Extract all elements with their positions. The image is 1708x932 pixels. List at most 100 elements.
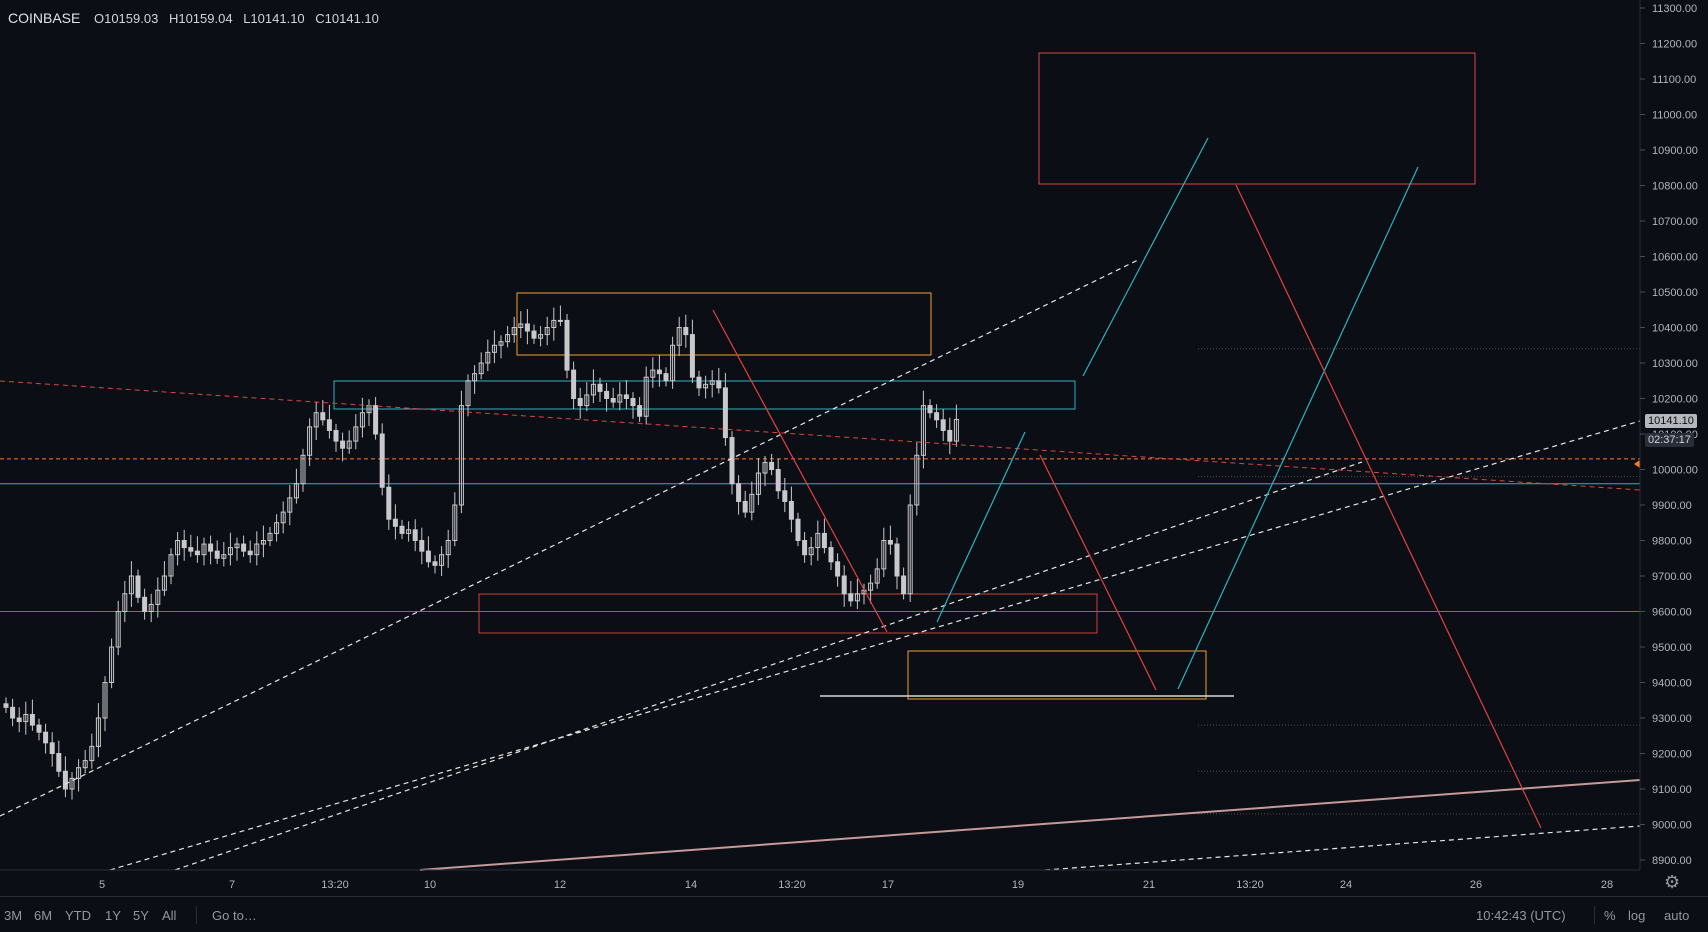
candle-body bbox=[16, 717, 22, 723]
candle-body bbox=[907, 504, 913, 595]
candle-body bbox=[729, 437, 735, 485]
open-value: O10159.03 bbox=[93, 11, 159, 26]
candle-body bbox=[689, 334, 695, 378]
candle-body bbox=[821, 532, 827, 549]
range-5y-button[interactable]: 5Y bbox=[133, 908, 149, 923]
candle-body bbox=[650, 369, 656, 378]
candle-body bbox=[247, 550, 253, 556]
price-tick-label: 11100.00 bbox=[1652, 74, 1696, 86]
candle-body bbox=[914, 454, 920, 506]
symbol-label[interactable]: COINBASE bbox=[8, 10, 81, 26]
candle-body bbox=[472, 373, 478, 382]
utc-clock[interactable]: 10:42:43 (UTC) bbox=[1476, 908, 1566, 923]
red-zone-box bbox=[478, 593, 1098, 634]
teal-projection-line bbox=[1177, 166, 1419, 690]
percent-toggle[interactable]: % bbox=[1604, 908, 1616, 923]
candle-body bbox=[643, 376, 649, 417]
candle-body bbox=[445, 540, 451, 556]
time-tick-label: 13:20 bbox=[1236, 879, 1264, 891]
price-tick-label: 10200.00 bbox=[1652, 394, 1698, 406]
candle-body bbox=[135, 575, 141, 598]
candle-body bbox=[353, 426, 359, 442]
candle-body bbox=[518, 323, 524, 329]
time-tick-label: 13:20 bbox=[778, 879, 806, 891]
candle-body bbox=[399, 525, 405, 534]
candle-body bbox=[340, 440, 346, 449]
price-tick-label: 10000.00 bbox=[1652, 465, 1698, 477]
time-tick-label: 13:20 bbox=[321, 879, 349, 891]
candle-body bbox=[3, 703, 9, 708]
red-projection-line bbox=[1235, 184, 1542, 829]
candle-body bbox=[901, 575, 907, 595]
candle-body bbox=[511, 327, 517, 336]
candle-body bbox=[56, 753, 62, 772]
candle-body bbox=[848, 593, 854, 602]
range-6m-button[interactable]: 6M bbox=[34, 908, 53, 923]
candle-body bbox=[815, 532, 821, 549]
candle-body bbox=[485, 351, 491, 364]
ohlc-header: COINBASE O10159.03 H10159.04 L10141.10 C… bbox=[8, 10, 386, 26]
goto-button[interactable]: Go to… bbox=[212, 908, 257, 923]
candle-body bbox=[69, 777, 75, 790]
range-all-button[interactable]: All bbox=[162, 908, 177, 923]
price-tick-label: 9800.00 bbox=[1652, 536, 1692, 548]
candle-body bbox=[782, 490, 788, 502]
log-toggle[interactable]: log bbox=[1628, 908, 1646, 923]
candle-body bbox=[221, 554, 227, 559]
candle-body bbox=[762, 461, 768, 474]
candle-body bbox=[557, 319, 563, 322]
drawings-layer bbox=[0, 52, 1640, 815]
candle-body bbox=[148, 603, 154, 613]
candle-body bbox=[168, 554, 174, 577]
candle-body bbox=[670, 344, 676, 382]
candle-body bbox=[392, 518, 398, 527]
candle-body bbox=[227, 547, 233, 556]
price-tick-label: 9100.00 bbox=[1652, 784, 1692, 796]
candle-body bbox=[181, 540, 187, 549]
range-1y-button[interactable]: 1Y bbox=[105, 908, 121, 923]
time-axis[interactable]: 5 7 13:20 10 12 14 13:20 17 19 21 13:20 24 26 28 bbox=[0, 869, 1640, 891]
candle-body bbox=[194, 550, 200, 556]
candle-body bbox=[465, 380, 471, 407]
candle-body bbox=[663, 373, 669, 382]
bottom-toolbar: 3M 6M YTD 1Y 5Y All Go to… 10:42:43 (UTC… bbox=[0, 896, 1708, 932]
candle-body bbox=[102, 682, 108, 719]
price-tick-label: 9400.00 bbox=[1652, 678, 1692, 690]
candle-body bbox=[887, 540, 893, 545]
candle-body bbox=[854, 593, 860, 602]
price-tick-label: 10800.00 bbox=[1652, 181, 1698, 193]
candle-body bbox=[676, 327, 682, 346]
candle-body bbox=[769, 461, 775, 470]
dashed-trendline bbox=[109, 420, 1641, 871]
candle-body bbox=[940, 419, 946, 431]
gear-icon[interactable]: ⚙ bbox=[1664, 872, 1681, 892]
candle-body bbox=[36, 724, 42, 733]
long-support-line bbox=[419, 779, 1641, 871]
candle-body bbox=[241, 543, 247, 552]
time-tick-label: 5 bbox=[99, 879, 105, 891]
candle-body bbox=[406, 529, 412, 534]
price-tick-label: 11200.00 bbox=[1652, 39, 1697, 51]
candle-body bbox=[584, 394, 590, 407]
orange-zone-box bbox=[516, 292, 932, 356]
range-3m-button[interactable]: 3M bbox=[4, 908, 23, 923]
candle-body bbox=[201, 543, 207, 556]
candle-body bbox=[775, 469, 781, 492]
candle-body bbox=[696, 376, 702, 389]
candle-body bbox=[835, 561, 841, 577]
candle-body bbox=[254, 543, 260, 556]
candle-body bbox=[788, 500, 794, 520]
candle-body bbox=[82, 760, 88, 769]
range-ytd-button[interactable]: YTD bbox=[65, 908, 91, 923]
candle-body bbox=[683, 327, 689, 336]
candle-body bbox=[359, 412, 365, 428]
candle-body bbox=[828, 547, 834, 563]
teal-projection-line bbox=[936, 431, 1026, 623]
price-tick-label: 11000.00 bbox=[1652, 110, 1697, 122]
auto-toggle[interactable]: auto bbox=[1664, 908, 1690, 923]
candle-body bbox=[23, 713, 29, 723]
toolbar-divider bbox=[1594, 906, 1595, 924]
candle-body bbox=[597, 383, 603, 392]
